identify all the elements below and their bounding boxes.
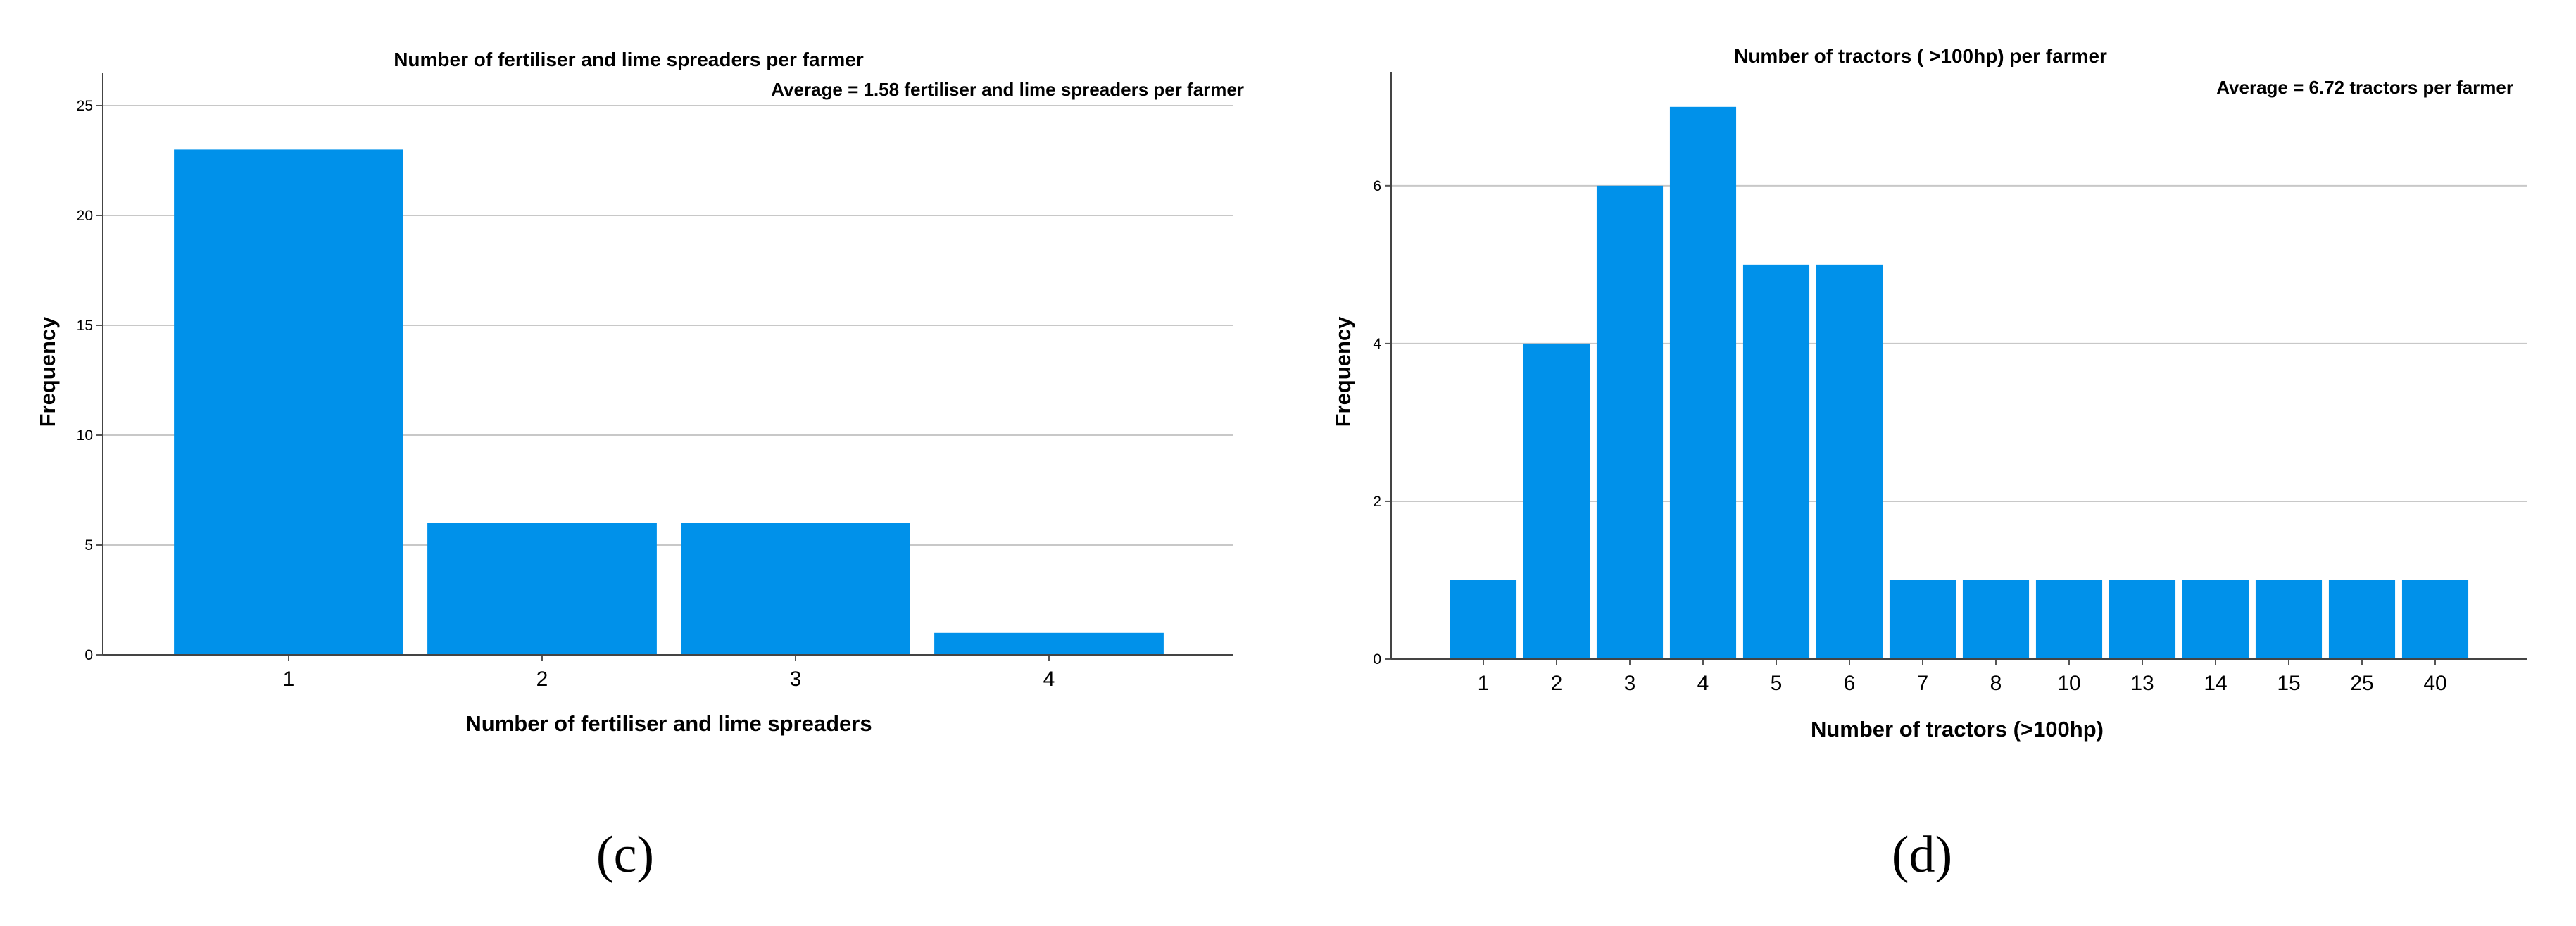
x-axis-title: Number of fertiliser and lime spreaders [465,711,872,736]
x-tick-label: 14 [2204,672,2227,695]
bar [2255,580,2323,659]
bar [427,523,657,655]
x-tick-label: 5 [1771,672,1783,695]
panel-label: (c) [596,826,654,884]
bars [1450,106,2469,660]
bar [1889,580,1956,659]
chart-title: Number of fertiliser and lime spreaders … [394,49,864,70]
x-tick-label: 3 [790,668,802,691]
x-tick-label: 40 [2423,672,2446,695]
bar [1816,264,1883,659]
x-tick-labels: 1 2 3 4 5 6 7 8 10 13 14 15 25 40 [1478,672,2447,695]
y-tick-label: 0 [1373,651,1381,668]
axes [1385,72,2527,665]
chart-fertiliser-spreaders: 0 5 10 15 20 25 1 2 3 4 Number of fertiliser and… [35,49,1244,884]
bar [1450,580,1517,659]
x-tick-label: 13 [2130,672,2154,695]
bar [934,632,1164,655]
y-tick-label: 5 [84,537,93,553]
x-tick-label: 10 [2057,672,2080,695]
bar [2401,580,2469,659]
y-axis-title: Frequency [1331,316,1355,427]
bar [1962,580,2030,659]
bar [1523,343,1590,659]
x-tick-label: 25 [2350,672,2373,695]
x-tick-label: 15 [2277,672,2300,695]
bar [681,523,910,655]
bar [2328,580,2396,659]
y-tick-label: 25 [77,98,93,114]
bar [2109,580,2176,659]
bars [174,149,1164,655]
bar [1742,264,1810,659]
x-tick-label: 2 [1551,672,1563,695]
bar [2035,580,2103,659]
bar [1669,106,1737,660]
x-tick-label: 8 [1990,672,2002,695]
chart-title: Number of tractors ( >100hp) per farmer [1734,45,2107,67]
y-tick-label: 4 [1373,336,1381,352]
bar [174,149,403,655]
x-tick-label: 7 [1917,672,1929,695]
y-tick-label: 6 [1373,178,1381,194]
y-tick-label: 0 [84,647,93,663]
average-annotation: Average = 6.72 tractors per farmer [2216,77,2513,98]
panel-label: (d) [1892,826,1952,884]
y-tick-labels: 0 2 4 6 [1373,178,1381,668]
chart-tractors: 0 2 4 6 1 2 3 4 5 6 7 8 10 13 14 15 25 40 Number of trac… [1331,45,2527,884]
y-axis-title: Frequency [35,316,60,427]
x-tick-label: 4 [1043,668,1055,691]
axes [96,73,1233,661]
x-tick-labels: 1 2 3 4 [283,668,1055,691]
bar [1596,185,1664,659]
x-tick-label: 4 [1697,672,1709,695]
x-tick-label: 1 [1478,672,1490,695]
x-tick-label: 3 [1624,672,1636,695]
y-tick-labels: 0 5 10 15 20 25 [77,98,93,663]
y-tick-label: 2 [1373,494,1381,510]
average-annotation: Average = 1.58 fertiliser and lime sprea… [771,79,1244,100]
x-axis-title: Number of tractors (>100hp) [1811,717,2104,742]
bar [2182,580,2249,659]
y-tick-label: 15 [77,318,93,334]
y-tick-label: 10 [77,427,93,444]
x-tick-label: 2 [536,668,548,691]
x-tick-label: 6 [1844,672,1856,695]
y-tick-label: 20 [77,208,93,224]
x-tick-label: 1 [283,668,295,691]
